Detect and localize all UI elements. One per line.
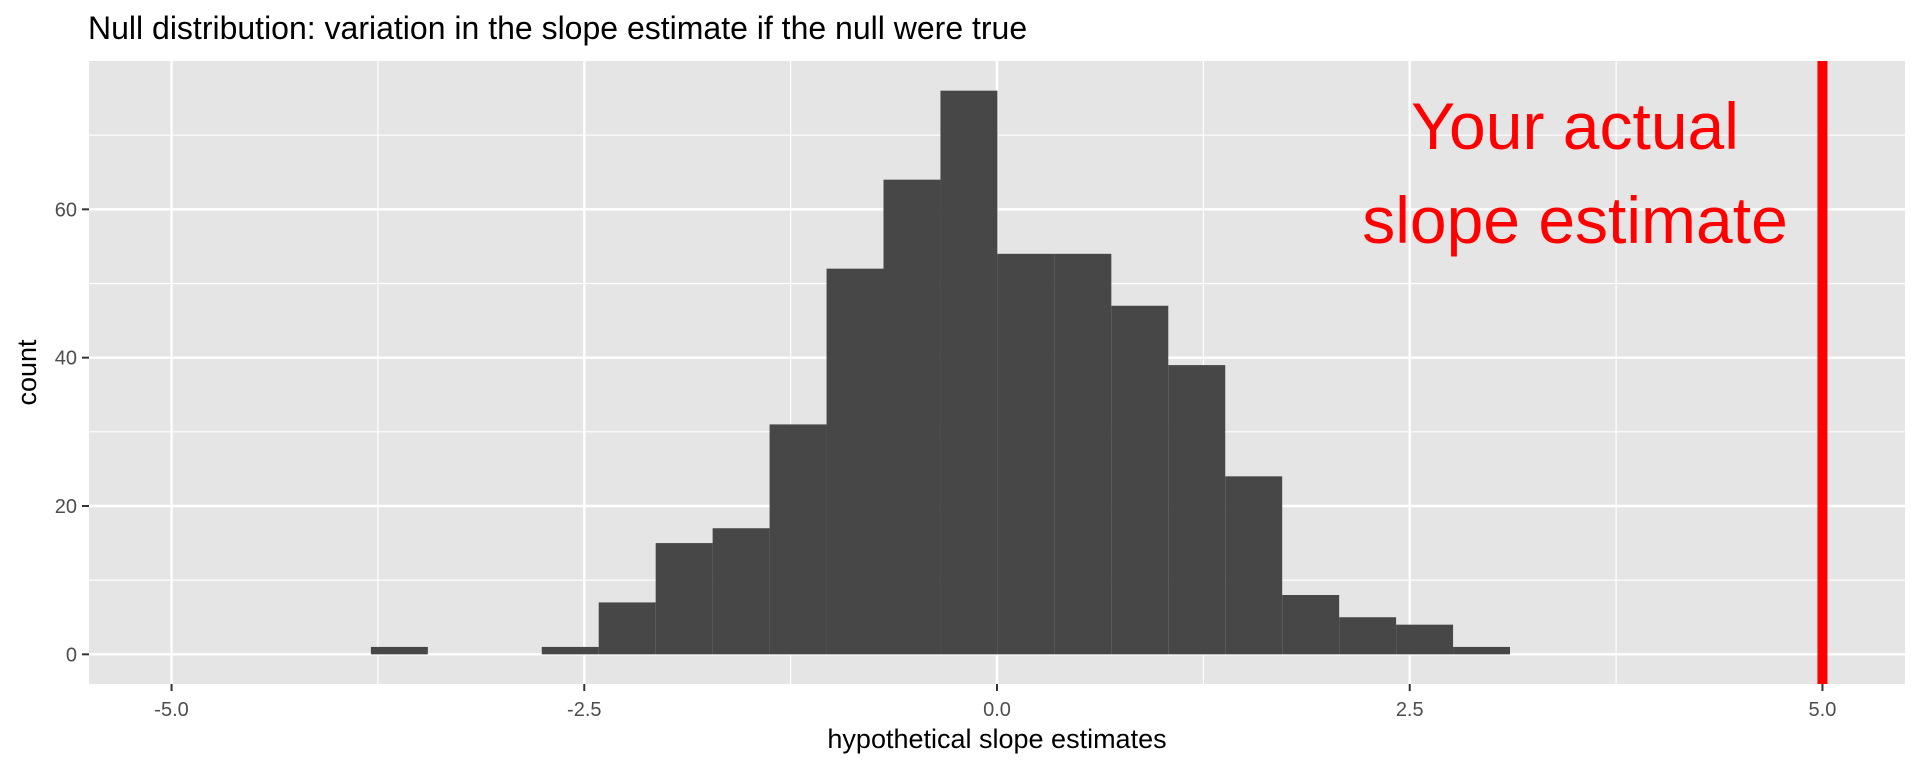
x-tick-label: 5.0 xyxy=(1809,699,1837,721)
y-tick-label: 60 xyxy=(55,199,77,221)
histogram-bar xyxy=(370,646,428,655)
annotation-line-1: Your actual xyxy=(1411,89,1739,163)
histogram-bar xyxy=(997,253,1055,655)
y-tick-label: 20 xyxy=(55,496,77,518)
histogram-bar xyxy=(655,543,713,655)
histogram-bar xyxy=(1054,253,1112,655)
chart-title: Null distribution: variation in the slop… xyxy=(88,10,1028,46)
histogram-bar xyxy=(1339,617,1397,655)
x-axis-ticks: -5.0 -2.5 0.0 2.5 5.0 xyxy=(154,684,1836,721)
histogram-bar xyxy=(1453,646,1511,655)
annotation-line-2: slope estimate xyxy=(1362,183,1788,257)
y-axis-title: count xyxy=(12,339,42,406)
x-tick-label: -2.5 xyxy=(567,699,601,721)
histogram-bar xyxy=(712,528,770,655)
y-axis-ticks: 0 20 40 60 xyxy=(55,199,89,666)
histogram-bars xyxy=(370,90,1511,655)
histogram-bar xyxy=(1168,365,1226,655)
x-tick-label: 0.0 xyxy=(983,699,1011,721)
histogram-bar xyxy=(826,268,884,655)
histogram-bar xyxy=(1282,595,1340,655)
histogram-bar xyxy=(541,646,599,655)
histogram-bar xyxy=(1225,476,1283,655)
x-tick-label: -5.0 xyxy=(154,699,188,721)
y-tick-label: 40 xyxy=(55,348,77,370)
histogram-bar xyxy=(883,179,941,655)
histogram-bar xyxy=(598,602,656,655)
y-tick-label: 0 xyxy=(66,644,77,666)
histogram-bar xyxy=(1396,624,1454,655)
histogram-bar xyxy=(769,424,827,655)
histogram-bar xyxy=(940,90,998,655)
x-tick-label: 2.5 xyxy=(1396,699,1424,721)
x-axis-title: hypothetical slope estimates xyxy=(827,724,1166,754)
histogram-bar xyxy=(1111,305,1169,655)
